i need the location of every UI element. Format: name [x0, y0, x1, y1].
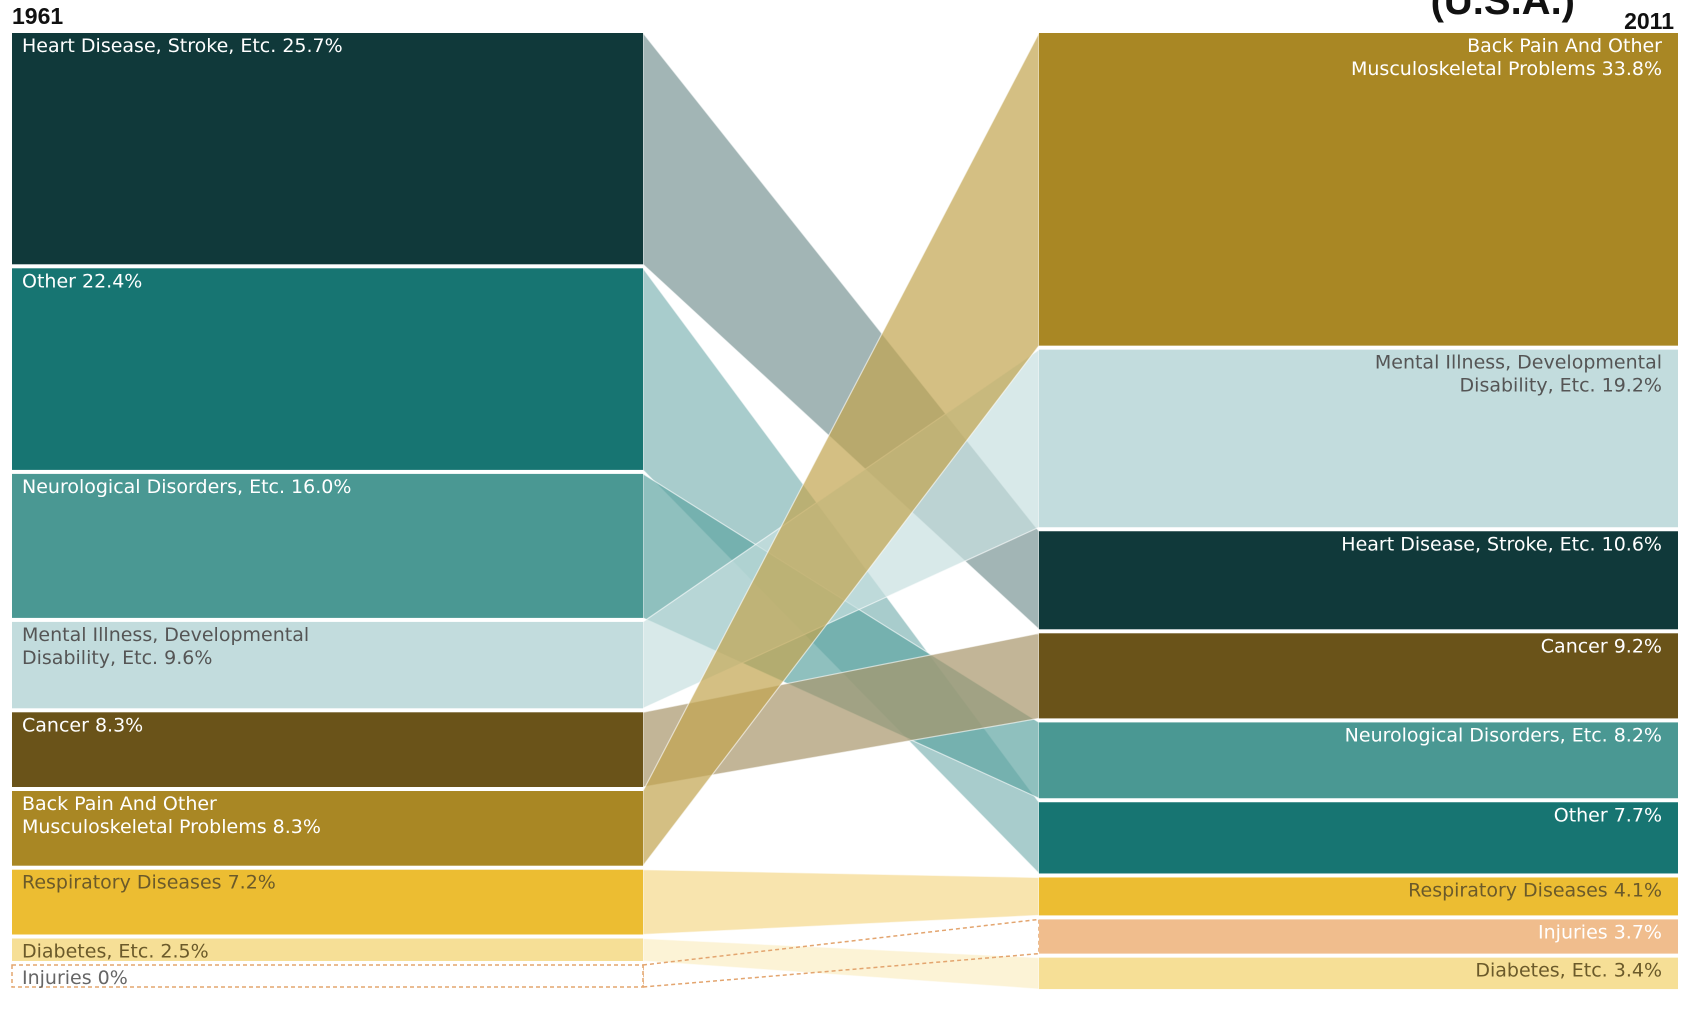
bar-2011-respiratory-diseases	[1039, 877, 1678, 916]
label-2011-back-pain-and-other-musculoskeletal-problems-line-1: Back Pain And Other	[1467, 35, 1662, 57]
bar-1961-injuries	[11, 964, 644, 988]
label-1961-back-pain-and-other-musculoskeletal-problems-line-1: Back Pain And Other	[22, 793, 217, 815]
label-1961-respiratory-diseases: Respiratory Diseases 7.2%	[22, 872, 276, 894]
label-2011-other: Other 7.7%	[1554, 804, 1662, 826]
label-2011-respiratory-diseases: Respiratory Diseases 4.1%	[1408, 879, 1662, 901]
label-1961-injuries: Injuries 0%	[22, 967, 128, 989]
year-2011-label: 2011	[1624, 8, 1674, 34]
bar-2011-cancer	[1039, 633, 1678, 719]
label-2011-mental-illness-developmental-disability-etc-line-1: Mental Illness, Developmental	[1375, 352, 1662, 374]
label-1961-other: Other 22.4%	[22, 270, 142, 292]
label-1961-cancer: Cancer 8.3%	[22, 714, 143, 736]
bar-1961-heart-disease-stroke-etc	[12, 33, 643, 265]
bar-2011-heart-disease-stroke-etc	[1039, 531, 1678, 630]
label-2011-diabetes-etc: Diabetes, Etc. 3.4%	[1475, 960, 1662, 982]
label-2011-back-pain-and-other-musculoskeletal-problems-line-2: Musculoskeletal Problems 33.8%	[1351, 58, 1662, 80]
label-2011-heart-disease-stroke-etc: Heart Disease, Stroke, Etc. 10.6%	[1341, 533, 1662, 555]
label-2011-cancer: Cancer 9.2%	[1541, 635, 1662, 657]
flow-respiratory-diseases	[642, 869, 1040, 936]
bar-2011-mental-illness-developmental-disability-etc	[1039, 349, 1678, 528]
labels-layer: Heart Disease, Stroke, Etc. 25.7% Other 2…	[22, 35, 1662, 989]
bar-1961-cancer	[12, 712, 643, 787]
bar-1961-neurological-disorders-etc	[12, 473, 643, 618]
label-1961-mental-illness-developmental-disability-etc-line-2: Disability, Etc. 9.6%	[22, 647, 212, 669]
bar-1961-respiratory-diseases	[12, 869, 643, 935]
bar-1961-other	[12, 268, 643, 470]
flows-layer	[642, 31, 1040, 990]
label-2011-injuries: Injuries 3.7%	[1538, 921, 1662, 943]
label-1961-heart-disease-stroke-etc: Heart Disease, Stroke, Etc. 25.7%	[22, 35, 343, 57]
bar-2011-neurological-disorders-etc	[1039, 722, 1678, 799]
label-1961-mental-illness-developmental-disability-etc-line-1: Mental Illness, Developmental	[22, 624, 309, 646]
label-1961-diabetes-etc: Diabetes, Etc. 2.5%	[22, 941, 209, 963]
label-2011-mental-illness-developmental-disability-etc-line-2: Disability, Etc. 19.2%	[1460, 375, 1662, 397]
label-2011-neurological-disorders-etc: Neurological Disorders, Etc. 8.2%	[1345, 724, 1662, 746]
label-1961-neurological-disorders-etc: Neurological Disorders, Etc. 16.0%	[22, 476, 351, 498]
label-1961-back-pain-and-other-musculoskeletal-problems-line-2: Musculoskeletal Problems 8.3%	[22, 816, 321, 838]
bar-2011-back-pain-and-other-musculoskeletal-problems	[1039, 33, 1678, 346]
bar-2011-other	[1039, 802, 1678, 874]
bar-1961-diabetes-etc	[12, 938, 643, 961]
bar-2011-diabetes-etc	[1039, 957, 1678, 990]
bars-layer	[11, 33, 1678, 990]
chart-title: (U.S.A.)	[1431, 0, 1575, 23]
bar-2011-injuries	[1039, 919, 1678, 954]
bar-1961-mental-illness-developmental-disability-etc	[12, 621, 643, 709]
year-1961-label: 1961	[12, 3, 63, 29]
bar-1961-back-pain-and-other-musculoskeletal-problems	[12, 791, 643, 866]
